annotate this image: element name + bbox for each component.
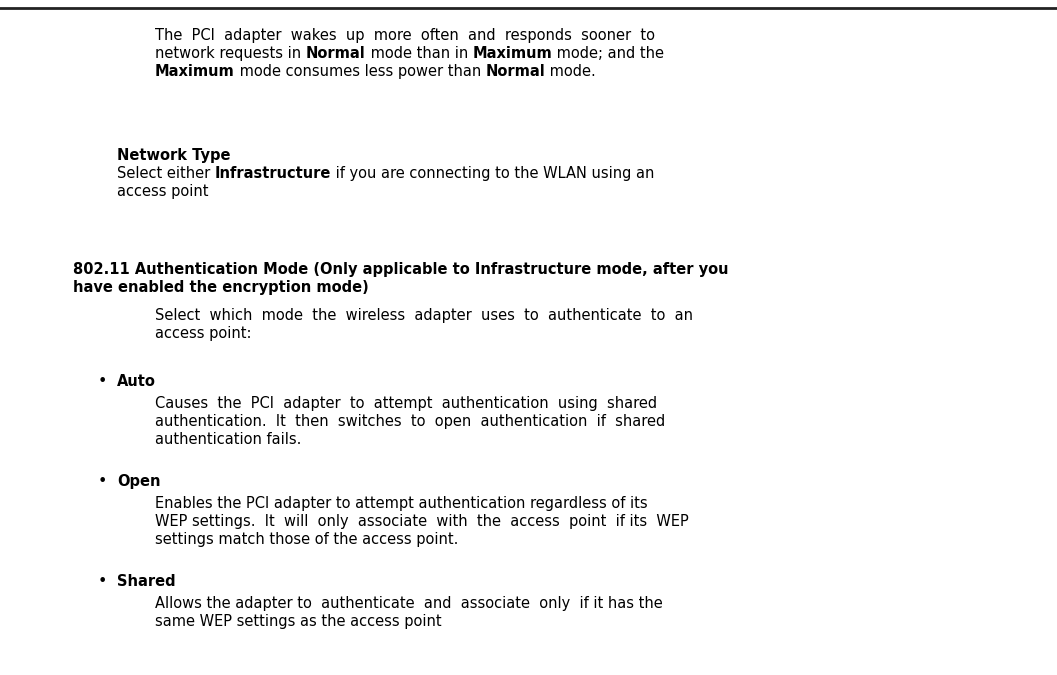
Text: same WEP settings as the access point: same WEP settings as the access point xyxy=(155,614,442,629)
Text: if you are connecting to the WLAN using an: if you are connecting to the WLAN using … xyxy=(331,166,654,181)
Text: Shared: Shared xyxy=(117,574,175,589)
Text: settings match those of the access point.: settings match those of the access point… xyxy=(155,532,459,547)
Text: Normal: Normal xyxy=(305,46,366,61)
Text: mode than in: mode than in xyxy=(366,46,472,61)
Text: Select  which  mode  the  wireless  adapter  uses  to  authenticate  to  an: Select which mode the wireless adapter u… xyxy=(155,308,693,323)
Text: mode; and the: mode; and the xyxy=(552,46,664,61)
Text: WEP settings.  It  will  only  associate  with  the  access  point  if its  WEP: WEP settings. It will only associate wit… xyxy=(155,514,689,529)
Text: Select either: Select either xyxy=(117,166,215,181)
Text: Enables the PCI adapter to attempt authentication regardless of its: Enables the PCI adapter to attempt authe… xyxy=(155,496,648,511)
Text: mode consumes less power than: mode consumes less power than xyxy=(235,64,485,79)
Text: Maximum: Maximum xyxy=(155,64,235,79)
Text: Infrastructure: Infrastructure xyxy=(215,166,331,181)
Text: authentication.  It  then  switches  to  open  authentication  if  shared: authentication. It then switches to open… xyxy=(155,414,665,429)
Text: Auto: Auto xyxy=(117,374,155,389)
Text: access point: access point xyxy=(117,184,208,199)
Text: network requests in: network requests in xyxy=(155,46,305,61)
Text: have enabled the encryption mode): have enabled the encryption mode) xyxy=(73,280,369,295)
Text: Open: Open xyxy=(117,474,161,489)
Text: Causes  the  PCI  adapter  to  attempt  authentication  using  shared: Causes the PCI adapter to attempt authen… xyxy=(155,396,657,411)
Text: •: • xyxy=(98,374,108,389)
Text: •: • xyxy=(98,474,108,489)
Text: Maximum: Maximum xyxy=(472,46,552,61)
Text: •: • xyxy=(98,574,108,589)
Text: access point:: access point: xyxy=(155,326,252,341)
Text: mode.: mode. xyxy=(545,64,596,79)
Text: Network Type: Network Type xyxy=(117,148,230,163)
Text: authentication fails.: authentication fails. xyxy=(155,432,301,447)
Text: The  PCI  adapter  wakes  up  more  often  and  responds  sooner  to: The PCI adapter wakes up more often and … xyxy=(155,28,655,43)
Text: Allows the adapter to  authenticate  and  associate  only  if it has the: Allows the adapter to authenticate and a… xyxy=(155,596,663,611)
Text: Normal: Normal xyxy=(485,64,545,79)
Text: 802.11 Authentication Mode (Only applicable to Infrastructure mode, after you: 802.11 Authentication Mode (Only applica… xyxy=(73,262,728,277)
